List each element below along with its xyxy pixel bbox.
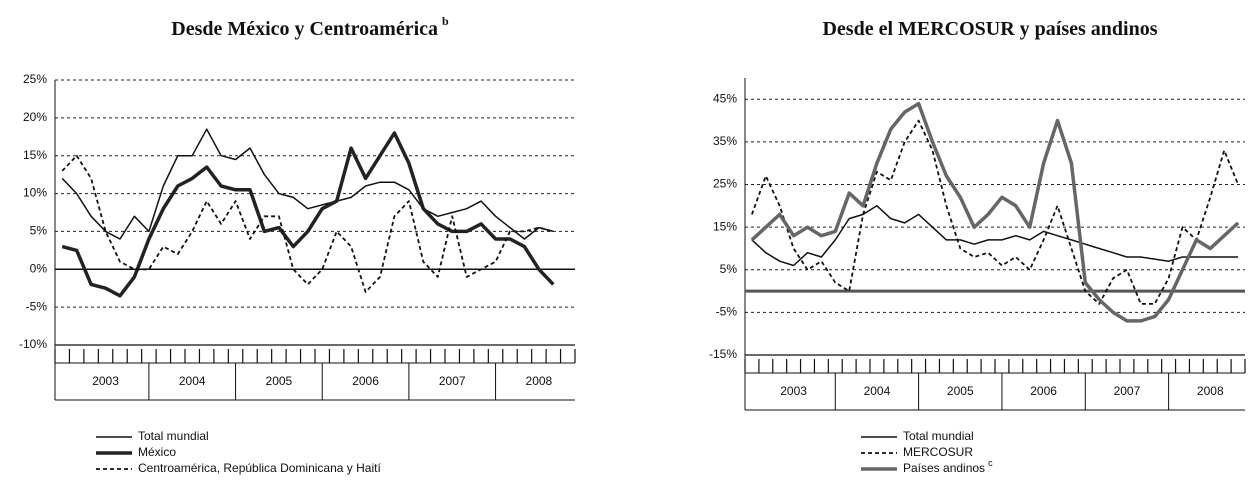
series-line [751, 205, 1239, 267]
series-line [751, 119, 1239, 305]
legend-text: Total mundial [903, 429, 974, 443]
y-tick-label: -10% [19, 337, 47, 351]
x-tick-label: 2005 [947, 384, 974, 398]
y-tick-label: 35% [713, 134, 737, 148]
title-text: Desde el MERCOSUR y países andinos [822, 18, 1157, 40]
x-tick-label: 2004 [864, 384, 891, 398]
legend-label: Centroamérica, República Dominicana y Ha… [138, 461, 381, 475]
x-tick-label: 2008 [1197, 384, 1224, 398]
legend-label: México [138, 445, 176, 459]
legend-label: MERCOSUR [903, 445, 973, 459]
legend-note: c [988, 458, 993, 468]
chart-title: Desde México y Centroamérica b [171, 14, 449, 40]
series-line [61, 128, 554, 240]
y-tick-label: 5% [720, 262, 738, 276]
x-tick-label: 2007 [1114, 384, 1141, 398]
series-line [750, 101, 1240, 323]
legend-text: Centroamérica, República Dominicana y Ha… [138, 461, 381, 475]
y-tick-label: 0% [30, 261, 48, 275]
series-line [61, 131, 555, 298]
y-tick-label: 5% [30, 224, 48, 238]
y-tick-label: 20% [23, 110, 47, 124]
legend-label: Total mundial [903, 429, 974, 443]
y-tick-label: -5% [26, 299, 48, 313]
series-line [61, 154, 554, 293]
y-tick-label: 10% [23, 186, 47, 200]
x-tick-label: 2003 [780, 384, 807, 398]
y-tick-label: -15% [709, 347, 737, 361]
x-tick-label: 2007 [439, 374, 466, 388]
chart-title: Desde el MERCOSUR y países andinos [822, 18, 1157, 40]
legend-text: MERCOSUR [903, 445, 973, 459]
y-tick-label: 15% [23, 148, 47, 162]
y-tick-label: 45% [713, 91, 737, 105]
y-tick-label: 25% [23, 72, 47, 86]
y-tick-label: 15% [713, 219, 737, 233]
x-tick-label: 2004 [179, 374, 206, 388]
x-tick-label: 2003 [92, 374, 119, 388]
legend-text: México [138, 445, 176, 459]
x-tick-label: 2006 [1030, 384, 1057, 398]
legend-label: Países andinos c [903, 458, 993, 475]
legend-text: Países andinos [903, 461, 985, 475]
y-tick-label: -5% [716, 305, 738, 319]
x-tick-label: 2005 [266, 374, 293, 388]
y-tick-label: 25% [713, 177, 737, 191]
title-text: Desde México y Centroamérica [171, 18, 438, 40]
legend-label: Total mundial [138, 429, 209, 443]
legend-text: Total mundial [138, 429, 209, 443]
x-tick-label: 2008 [526, 374, 553, 388]
title-note: b [442, 14, 449, 28]
x-tick-label: 2006 [352, 374, 379, 388]
